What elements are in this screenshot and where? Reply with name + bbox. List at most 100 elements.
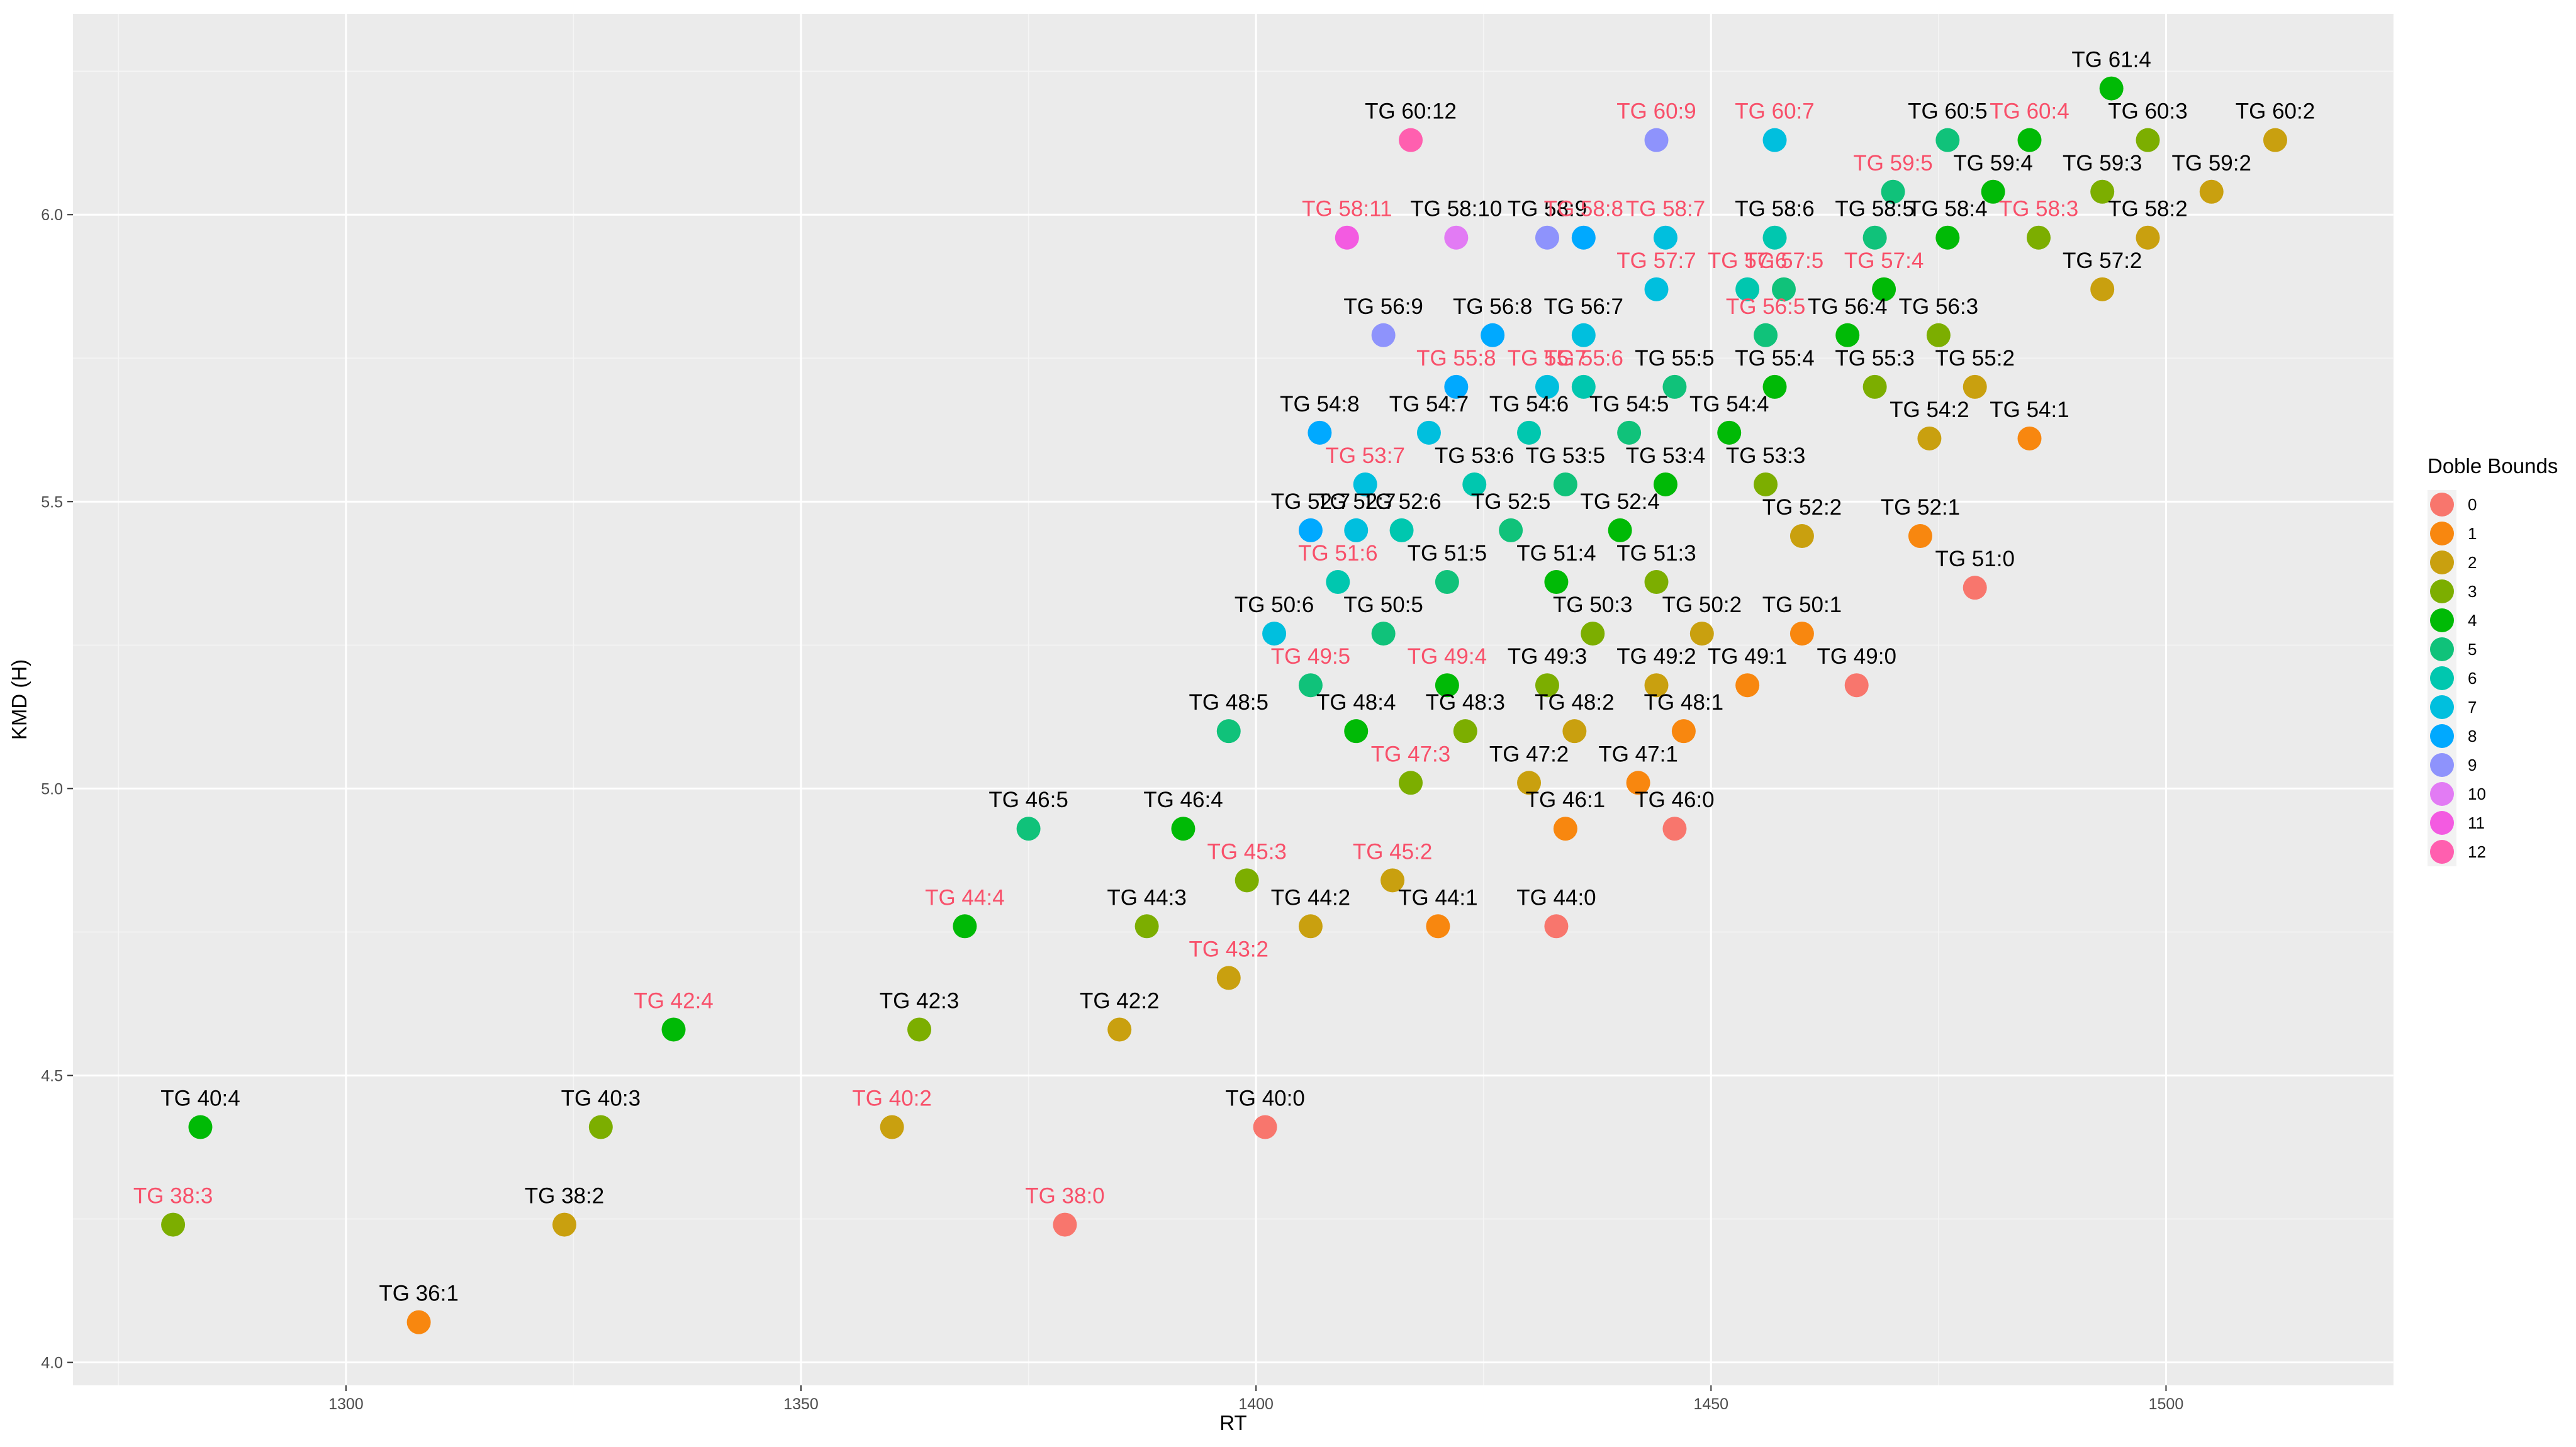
data-point xyxy=(1662,817,1687,841)
data-point xyxy=(2090,179,2115,204)
point-label: TG 59:2 xyxy=(2172,151,2251,176)
y-tick-label: 4.5 xyxy=(41,1067,63,1085)
point-label: TG 60:2 xyxy=(2236,99,2315,124)
point-label: TG 53:3 xyxy=(1726,444,1805,468)
data-point xyxy=(1735,277,1760,301)
data-point xyxy=(1935,225,1960,250)
legend-label: 7 xyxy=(2468,698,2477,717)
data-point xyxy=(1399,771,1423,795)
data-point xyxy=(1499,518,1523,542)
data-point xyxy=(1571,374,1596,399)
data-point xyxy=(1762,128,1787,152)
data-point xyxy=(1253,1115,1277,1139)
point-label: TG 47:2 xyxy=(1489,742,1569,766)
point-label: TG 44:4 xyxy=(925,885,1004,910)
data-point xyxy=(1335,225,1359,250)
data-point xyxy=(1544,914,1569,939)
data-point xyxy=(1626,771,1650,795)
major-gridlines xyxy=(73,14,2394,1385)
point-label: TG 46:5 xyxy=(988,788,1068,812)
y-tick-label: 4.0 xyxy=(41,1355,63,1372)
legend-label: 10 xyxy=(2468,785,2486,803)
data-point xyxy=(1544,570,1569,595)
legend-swatch xyxy=(2430,608,2454,632)
point-label: TG 45:3 xyxy=(1207,839,1286,864)
x-tick-label: 1300 xyxy=(328,1395,364,1413)
point-label: TG 38:3 xyxy=(133,1184,213,1209)
data-point xyxy=(1754,323,1778,347)
point-label: TG 36:1 xyxy=(379,1282,458,1306)
data-point xyxy=(2017,128,2042,152)
data-point xyxy=(2199,179,2224,204)
point-label: TG 55:2 xyxy=(1935,346,2014,371)
legend-label: 0 xyxy=(2468,495,2477,514)
data-point xyxy=(1963,576,1987,600)
point-label: TG 44:2 xyxy=(1271,885,1350,910)
legend-swatch xyxy=(2430,811,2454,835)
data-point xyxy=(1399,128,1423,152)
data-point xyxy=(1371,622,1396,646)
point-label: TG 48:5 xyxy=(1189,690,1268,715)
y-tick-label: 5.5 xyxy=(41,493,63,511)
point-label: TG 58:4 xyxy=(1908,197,1987,221)
point-labels: TG 36:1 TG 38:3 TG 38:2 TG 38:0 TG 40:4 TG 40… xyxy=(133,48,2315,1306)
data-point xyxy=(1963,374,1987,399)
point-label: TG 58:10 xyxy=(1410,197,1502,221)
point-label: TG 48:4 xyxy=(1316,690,1396,715)
point-label: TG 59:3 xyxy=(2063,151,2142,176)
point-label: TG 60:12 xyxy=(1365,99,1457,124)
point-label: TG 55:5 xyxy=(1635,346,1714,371)
data-point xyxy=(1935,128,1960,152)
point-label: TG 50:1 xyxy=(1762,593,1842,617)
data-point xyxy=(1581,622,1605,646)
point-label: TG 60:9 xyxy=(1616,99,1696,124)
point-label: TG 50:5 xyxy=(1343,593,1423,617)
point-label: TG 56:8 xyxy=(1453,294,1532,319)
data-point xyxy=(1326,570,1350,595)
point-label: TG 52:4 xyxy=(1580,489,1659,514)
data-point xyxy=(1908,524,1932,549)
point-label: TG 49:4 xyxy=(1408,644,1487,669)
legend-label: 9 xyxy=(2468,756,2477,774)
point-label: TG 50:6 xyxy=(1235,593,1314,617)
data-point xyxy=(1426,914,1450,939)
point-label: TG 50:2 xyxy=(1662,593,1742,617)
data-point xyxy=(1653,225,1677,250)
data-point xyxy=(1389,518,1414,542)
legend-title: Doble Bounds xyxy=(2428,454,2558,478)
data-point xyxy=(1435,673,1459,698)
legend-swatch xyxy=(2430,666,2454,690)
data-point xyxy=(1862,225,1887,250)
data-point xyxy=(1735,673,1760,698)
point-label: TG 48:1 xyxy=(1644,690,1723,715)
point-label: TG 49:5 xyxy=(1271,644,1350,669)
data-point xyxy=(1298,914,1323,939)
data-point xyxy=(2099,76,2124,101)
data-point xyxy=(1353,472,1377,496)
point-label: TG 56:3 xyxy=(1899,294,1978,319)
data-point xyxy=(1216,719,1241,744)
point-label: TG 40:3 xyxy=(561,1087,641,1111)
data-point xyxy=(1517,420,1542,445)
point-label: TG 58:5 xyxy=(1835,197,1914,221)
point-label: TG 60:3 xyxy=(2108,99,2187,124)
legend-label: 4 xyxy=(2468,611,2477,630)
data-point xyxy=(1653,472,1677,496)
x-tick-label: 1350 xyxy=(783,1395,819,1413)
data-point xyxy=(1872,277,1896,301)
data-point xyxy=(907,1017,932,1042)
point-label: TG 57:5 xyxy=(1744,249,1823,273)
data-point xyxy=(1344,518,1369,542)
point-label: TG 54:1 xyxy=(1990,398,2069,422)
legend-label: 3 xyxy=(2468,582,2477,601)
data-point xyxy=(661,1017,686,1042)
data-point xyxy=(2136,128,2160,152)
x-axis: 1300 1350 1400 1450 1500 xyxy=(328,1385,2183,1413)
point-label: TG 42:2 xyxy=(1080,988,1159,1013)
point-label: TG 38:2 xyxy=(525,1184,604,1209)
data-point xyxy=(1435,570,1459,595)
data-point xyxy=(1881,179,1905,204)
point-label: TG 60:5 xyxy=(1908,99,1987,124)
point-label: TG 55:6 xyxy=(1544,346,1623,371)
point-label: TG 53:4 xyxy=(1626,444,1705,468)
